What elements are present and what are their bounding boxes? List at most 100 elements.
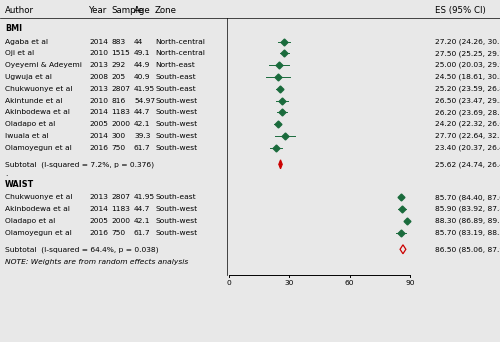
Text: Oladapo et al: Oladapo et al (5, 121, 55, 127)
Text: 26.50 (23.47, 29.53): 26.50 (23.47, 29.53) (435, 97, 500, 104)
Text: 25.20 (23.59, 26.81): 25.20 (23.59, 26.81) (435, 86, 500, 92)
Text: Zone: Zone (155, 6, 177, 15)
Text: 61.7: 61.7 (134, 230, 150, 236)
Text: 44.7: 44.7 (134, 206, 150, 212)
Text: 2013: 2013 (89, 86, 108, 92)
Text: South-west: South-west (155, 206, 197, 212)
Text: Ugwuja et al: Ugwuja et al (5, 74, 52, 80)
Text: 300: 300 (111, 133, 125, 139)
Text: 24.20 (22.32, 26.08): 24.20 (22.32, 26.08) (435, 121, 500, 128)
Text: 90: 90 (405, 280, 415, 287)
Text: 205: 205 (111, 74, 125, 80)
Text: 2014: 2014 (89, 133, 108, 139)
Text: 27.20 (24.26, 30.14): 27.20 (24.26, 30.14) (435, 38, 500, 45)
Text: Akinbodewa et al: Akinbodewa et al (5, 206, 70, 212)
Text: Akintunde et al: Akintunde et al (5, 97, 62, 104)
Text: Chukwuonye et al: Chukwuonye et al (5, 194, 72, 200)
Text: North-east: North-east (155, 62, 195, 68)
Text: North-central: North-central (155, 39, 205, 44)
Text: 25.00 (20.03, 29.97): 25.00 (20.03, 29.97) (435, 62, 500, 68)
Text: South-east: South-east (155, 74, 196, 80)
Text: 2000: 2000 (111, 218, 130, 224)
Text: South-west: South-west (155, 133, 197, 139)
Text: Age: Age (134, 6, 151, 15)
Text: 2016: 2016 (89, 145, 108, 151)
Text: 27.70 (22.64, 32.76): 27.70 (22.64, 32.76) (435, 133, 500, 139)
Text: 2016: 2016 (89, 230, 108, 236)
Text: Agaba et al: Agaba et al (5, 39, 48, 44)
Text: South-west: South-west (155, 145, 197, 151)
Text: 2807: 2807 (111, 86, 130, 92)
Text: 61.7: 61.7 (134, 145, 150, 151)
Text: 292: 292 (111, 62, 125, 68)
Text: 1183: 1183 (111, 109, 130, 115)
Text: 49.1: 49.1 (134, 50, 150, 56)
Text: South-west: South-west (155, 121, 197, 127)
Text: Iwuala et al: Iwuala et al (5, 133, 49, 139)
Text: 23.40 (20.37, 26.43): 23.40 (20.37, 26.43) (435, 145, 500, 151)
Text: 883: 883 (111, 39, 125, 44)
Text: Year: Year (89, 6, 107, 15)
Text: NOTE: Weights are from random effects analysis: NOTE: Weights are from random effects an… (5, 259, 188, 265)
Text: South-west: South-west (155, 230, 197, 236)
Text: South-west: South-west (155, 97, 197, 104)
Text: 42.1: 42.1 (134, 121, 150, 127)
Text: South-east: South-east (155, 194, 196, 200)
Text: South-east: South-east (155, 86, 196, 92)
Text: 39.3: 39.3 (134, 133, 150, 139)
Text: 40.9: 40.9 (134, 74, 150, 80)
Text: Subtotal  (I-squared = 64.4%, p = 0.038): Subtotal (I-squared = 64.4%, p = 0.038) (5, 246, 158, 252)
Text: 816: 816 (111, 97, 125, 104)
Text: South-west: South-west (155, 218, 197, 224)
Text: 2008: 2008 (89, 74, 108, 80)
Text: 24.50 (18.61, 30.39): 24.50 (18.61, 30.39) (435, 74, 500, 80)
Text: 750: 750 (111, 230, 125, 236)
Text: 42.1: 42.1 (134, 218, 150, 224)
Text: 2000: 2000 (111, 121, 130, 127)
Text: .: . (5, 171, 8, 177)
Text: 44: 44 (134, 39, 143, 44)
Text: South-west: South-west (155, 109, 197, 115)
Text: WAIST: WAIST (5, 180, 34, 189)
Text: Olamoyegun et al: Olamoyegun et al (5, 230, 72, 236)
Text: 1515: 1515 (111, 50, 130, 56)
Text: 88.30 (86.89, 89.71): 88.30 (86.89, 89.71) (435, 218, 500, 224)
Text: Sample: Sample (111, 6, 144, 15)
Text: 1183: 1183 (111, 206, 130, 212)
Text: Subtotal  (I-squared = 7.2%, p = 0.376): Subtotal (I-squared = 7.2%, p = 0.376) (5, 161, 154, 168)
Text: BMI: BMI (5, 24, 22, 33)
Text: Oyeyemi & Adeyemi: Oyeyemi & Adeyemi (5, 62, 82, 68)
Text: 2014: 2014 (89, 39, 108, 44)
Text: 750: 750 (111, 145, 125, 151)
Text: 60: 60 (345, 280, 354, 287)
Text: Oladapo et al: Oladapo et al (5, 218, 55, 224)
Text: 85.90 (83.92, 87.88): 85.90 (83.92, 87.88) (435, 206, 500, 212)
Text: 2010: 2010 (89, 50, 108, 56)
Text: 2807: 2807 (111, 194, 130, 200)
Text: 2005: 2005 (89, 121, 108, 127)
Text: 54.97: 54.97 (134, 97, 155, 104)
Text: 2005: 2005 (89, 218, 108, 224)
Text: 2014: 2014 (89, 109, 108, 115)
Text: 0: 0 (226, 280, 232, 287)
Text: 85.70 (84.40, 87.00): 85.70 (84.40, 87.00) (435, 194, 500, 201)
Text: 2013: 2013 (89, 194, 108, 200)
Text: 26.20 (23.69, 28.71): 26.20 (23.69, 28.71) (435, 109, 500, 116)
Text: 30: 30 (284, 280, 294, 287)
Text: Chukwuonye et al: Chukwuonye et al (5, 86, 72, 92)
Text: ES (95% CI): ES (95% CI) (435, 6, 486, 15)
Text: 86.50 (85.06, 87.94): 86.50 (85.06, 87.94) (435, 246, 500, 252)
Text: 44.9: 44.9 (134, 62, 150, 68)
Text: 44.7: 44.7 (134, 109, 150, 115)
Text: Oji et al: Oji et al (5, 50, 34, 56)
Text: North-central: North-central (155, 50, 205, 56)
Text: Olamoyegun et al: Olamoyegun et al (5, 145, 72, 151)
Polygon shape (279, 160, 282, 169)
Text: 41.95: 41.95 (134, 194, 155, 200)
Text: 2014: 2014 (89, 206, 108, 212)
Text: Akinbodewa et al: Akinbodewa et al (5, 109, 70, 115)
Text: 27.50 (25.25, 29.75): 27.50 (25.25, 29.75) (435, 50, 500, 57)
Text: 2010: 2010 (89, 97, 108, 104)
Text: Author: Author (5, 6, 34, 15)
Text: 41.95: 41.95 (134, 86, 155, 92)
